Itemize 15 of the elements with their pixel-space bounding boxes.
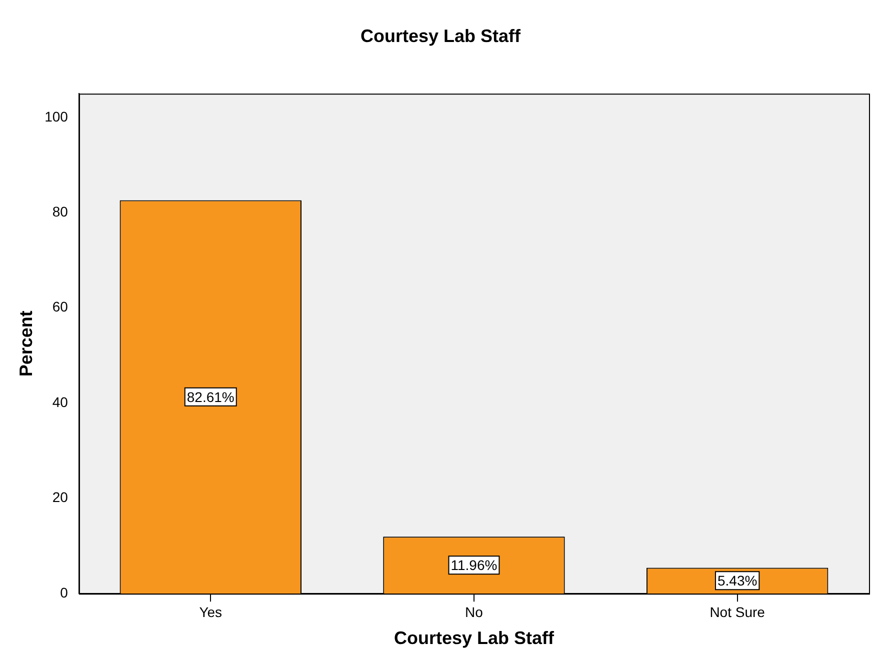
y-tick-label: 0 [60,584,68,600]
y-tick-label: 40 [52,394,68,410]
y-axis-title: Percent [16,310,36,377]
data-label: 5.43% [717,572,758,589]
y-tick-label: 60 [52,298,68,315]
data-label: 82.61% [186,388,234,405]
x-tick-label: No [465,604,484,620]
y-tick-label: 20 [52,489,68,506]
x-tick-label: Yes [199,604,222,620]
y-tick-label: 100 [44,108,68,124]
x-tick-label: Not Sure [710,604,766,620]
x-axis-title: Courtesy Lab Staff [394,628,555,648]
chart-title: Courtesy Lab Staff [360,26,522,46]
data-label: 11.96% [450,556,498,573]
y-tick-label: 80 [52,204,68,220]
